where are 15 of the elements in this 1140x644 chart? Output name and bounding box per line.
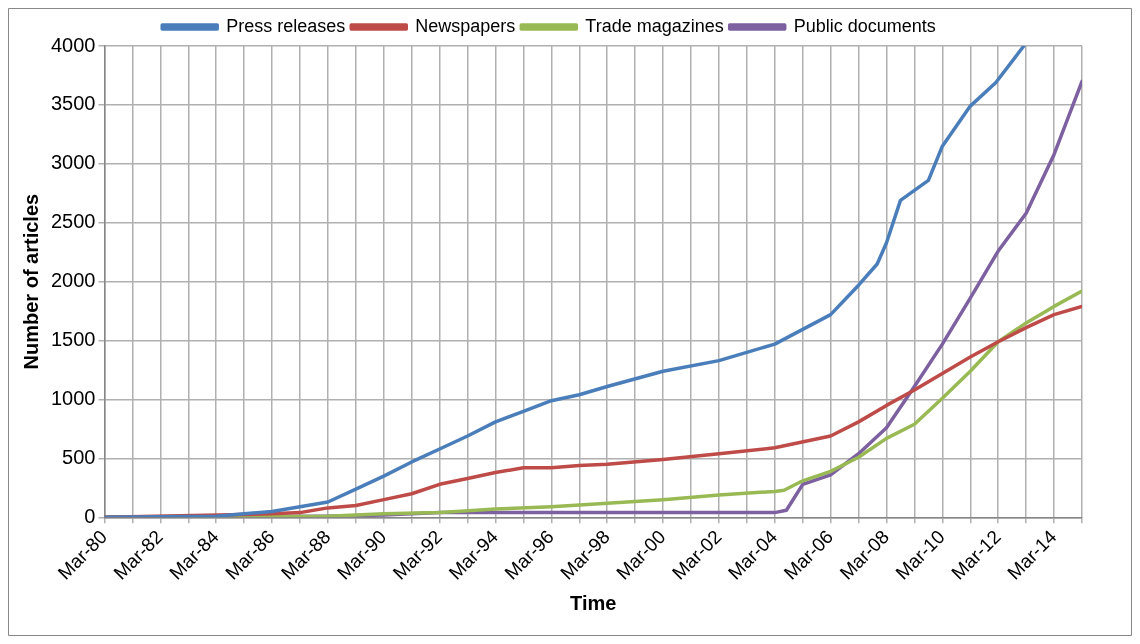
y-tick-label: 1000	[50, 387, 96, 410]
y-tick-label: 1500	[50, 328, 96, 351]
legend-label: Trade magazines	[585, 15, 724, 36]
y-tick-label: 500	[62, 445, 96, 468]
y-tick-label: 3500	[50, 92, 96, 115]
legend-label: Newspapers	[415, 15, 516, 36]
x-axis-title: Time	[570, 591, 617, 614]
y-tick-label: 2500	[50, 210, 96, 233]
y-tick-label: 2000	[50, 269, 96, 292]
y-tick-label: 0	[84, 504, 96, 527]
y-axis-title: Number of articles	[19, 193, 42, 370]
legend-label: Press releases	[226, 15, 346, 36]
legend-label: Public documents	[793, 15, 936, 36]
y-tick-label: 3000	[50, 151, 96, 174]
y-tick-label: 4000	[50, 33, 96, 56]
